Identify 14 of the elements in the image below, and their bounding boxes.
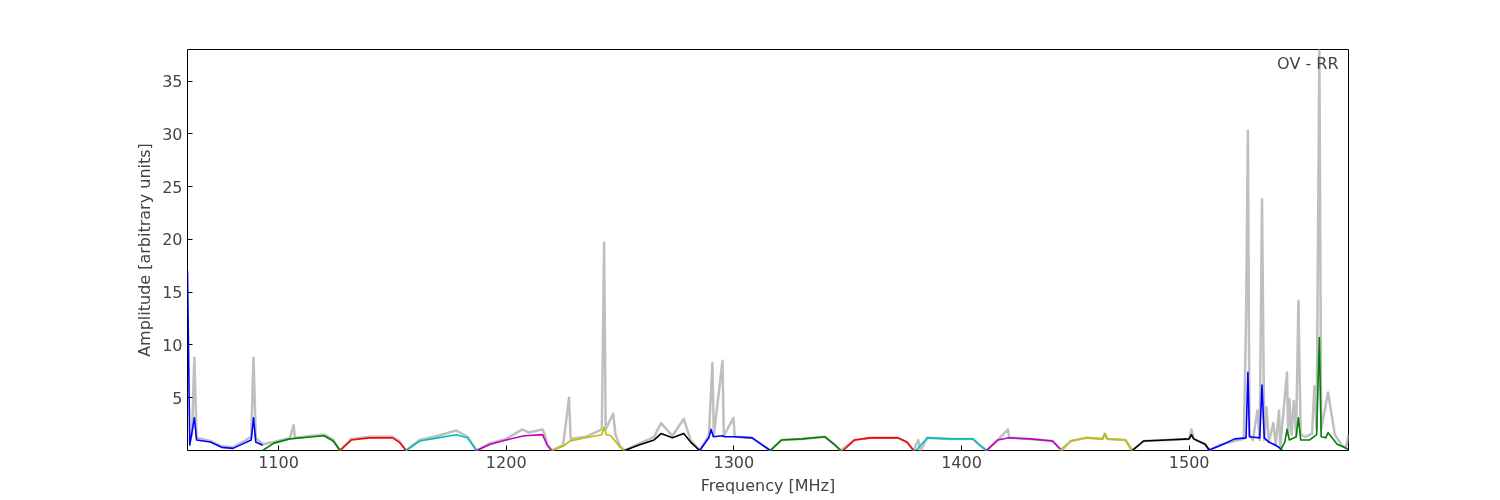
x-tick-label: 1300	[713, 452, 755, 472]
x-tick-label: 1400	[941, 452, 982, 472]
y-tick-label: 10	[162, 335, 183, 355]
y-tick-label: 5	[172, 388, 183, 408]
x-tick-label: 1500	[1168, 452, 1210, 472]
x-axis-title: Frequency [MHz]	[700, 475, 836, 495]
y-tick-label: 30	[162, 124, 183, 144]
y-tick-label: 35	[162, 72, 183, 92]
x-tick-label: 1200	[485, 452, 527, 472]
x-tick-label: 1100	[258, 452, 299, 472]
y-tick-label: 15	[162, 283, 183, 303]
y-tick-label: 20	[162, 230, 183, 250]
y-tick-label: 25	[162, 177, 183, 197]
y-axis-title: Amplitude [arbitrary units]	[135, 143, 155, 357]
